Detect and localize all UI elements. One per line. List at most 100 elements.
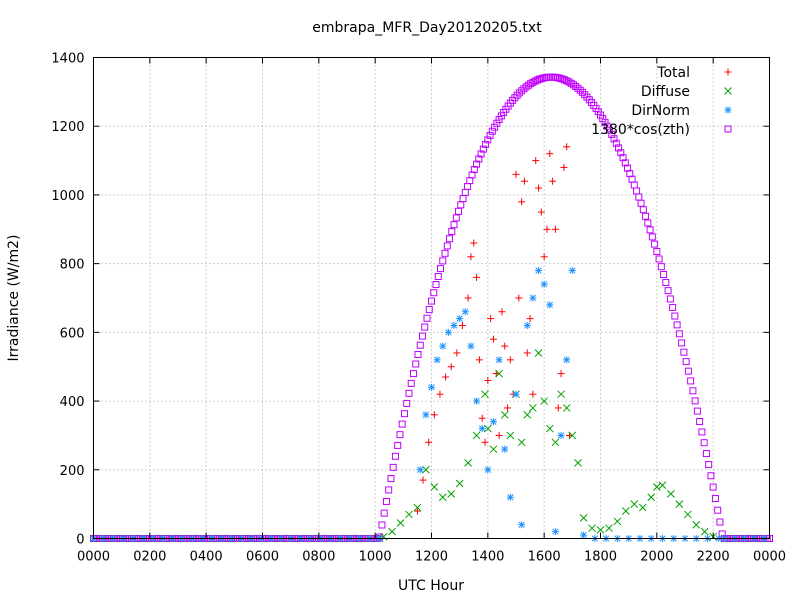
cos-zth-point: [700, 439, 708, 447]
cos-zth-point: [702, 450, 710, 458]
cos-zth-point: [533, 76, 541, 84]
x-tick-label: 1200: [415, 550, 448, 565]
cos-zth-point: [391, 452, 399, 460]
cos-zth-point: [513, 91, 521, 99]
cos-zth-point: [403, 399, 411, 407]
dirnorm-point: [489, 418, 497, 426]
cos-zth-point: [398, 420, 406, 428]
dirnorm-point: [540, 280, 548, 288]
cos-zth-point: [576, 86, 584, 94]
cos-zth-point: [666, 295, 674, 303]
y-tick-label: 600: [60, 326, 85, 341]
diffuse-point: [551, 438, 560, 447]
total-point: [425, 438, 433, 446]
cos-zth-point: [675, 330, 683, 338]
y-axis-label: Irradiance (W/m2): [6, 235, 22, 362]
cos-zth-point: [421, 323, 429, 331]
cos-zth-point: [711, 495, 719, 503]
cos-zth-point: [515, 89, 523, 97]
cos-zth-point: [680, 348, 688, 356]
cos-zth-point: [452, 214, 460, 222]
x-tick-label: 1800: [584, 550, 617, 565]
diffuse-point: [613, 517, 622, 526]
cos-zth-point: [450, 221, 458, 229]
cos-zth-point: [560, 76, 568, 84]
diffuse-point: [396, 519, 405, 527]
total-point: [458, 321, 466, 329]
dirnorm-point: [428, 383, 435, 391]
cos-zth-point: [673, 321, 681, 329]
cos-zth-point: [468, 171, 476, 179]
cos-zth-point: [382, 497, 390, 505]
cos-zth-point: [495, 116, 503, 124]
x-tick-label: 1600: [528, 550, 561, 565]
dirnorm-point: [439, 342, 447, 350]
total-point: [551, 225, 559, 233]
cos-zth-point: [563, 77, 571, 85]
cos-zth-point: [682, 358, 690, 366]
cos-zth-point: [482, 140, 490, 148]
total-point: [554, 404, 562, 412]
total-point: [436, 390, 444, 398]
cos-zth-point: [554, 74, 562, 82]
dirnorm-point: [535, 267, 543, 275]
dirnorm-point: [506, 493, 514, 501]
dirnorm-point: [546, 301, 554, 309]
diffuse-point: [621, 507, 630, 515]
total-point: [473, 273, 481, 281]
cos-zth-point: [488, 127, 496, 135]
diffuse-point: [534, 349, 543, 357]
cos-zth-point: [479, 145, 487, 153]
x-tick-label: 0400: [190, 550, 223, 565]
y-tick-label: 1400: [51, 52, 84, 67]
cos-zth-point: [615, 144, 623, 152]
cos-zth-point: [664, 287, 672, 295]
diffuse-point: [630, 500, 639, 508]
x-tick-label: 0000: [77, 550, 110, 565]
cos-zth-point: [418, 332, 426, 340]
legend-label: DirNorm: [631, 103, 690, 119]
y-tick-label: 800: [60, 258, 85, 273]
dirnorm-point: [523, 321, 531, 329]
total-point: [470, 239, 478, 247]
total-point: [442, 373, 450, 381]
total-point: [532, 157, 540, 165]
dirnorm-point: [563, 356, 571, 364]
diffuse-point: [517, 438, 526, 447]
diffuse-point: [500, 410, 509, 419]
diffuse-point: [481, 390, 489, 399]
cos-zth-point: [437, 265, 445, 273]
diffuse-point: [483, 424, 492, 433]
cos-zth-point: [416, 341, 424, 349]
diffuse-point: [574, 459, 582, 467]
dirnorm-point: [461, 308, 469, 316]
diffuse-point: [545, 424, 554, 433]
legend-marker: [724, 87, 732, 95]
total-point: [484, 376, 492, 384]
grid: [93, 57, 770, 539]
cos-zth-point: [642, 212, 650, 220]
cos-zth-point: [621, 159, 629, 167]
y-tick-label: 200: [60, 464, 85, 479]
cos-zth-point: [599, 115, 607, 123]
y-tick-label: 0: [76, 533, 84, 548]
cos-zth-point: [644, 219, 652, 227]
diffuse-point: [667, 489, 675, 498]
dirnorm-point: [512, 390, 520, 398]
diffuse-point: [557, 390, 565, 399]
diffuse-point: [413, 503, 422, 512]
total-point: [563, 143, 571, 151]
cos-zth-point: [486, 131, 494, 139]
cos-zth-point: [425, 306, 433, 314]
cos-zth-point: [432, 281, 440, 289]
cos-zth-point: [619, 154, 627, 162]
diffuse-point: [588, 524, 596, 533]
total-point: [526, 315, 534, 323]
total-point: [549, 177, 557, 185]
cos-zth-point: [707, 472, 715, 480]
cos-zth-point: [423, 314, 431, 322]
total-point: [498, 308, 506, 316]
diffuse-point: [596, 526, 605, 534]
cos-zth-point: [696, 417, 704, 425]
cos-zth-point: [556, 74, 564, 82]
